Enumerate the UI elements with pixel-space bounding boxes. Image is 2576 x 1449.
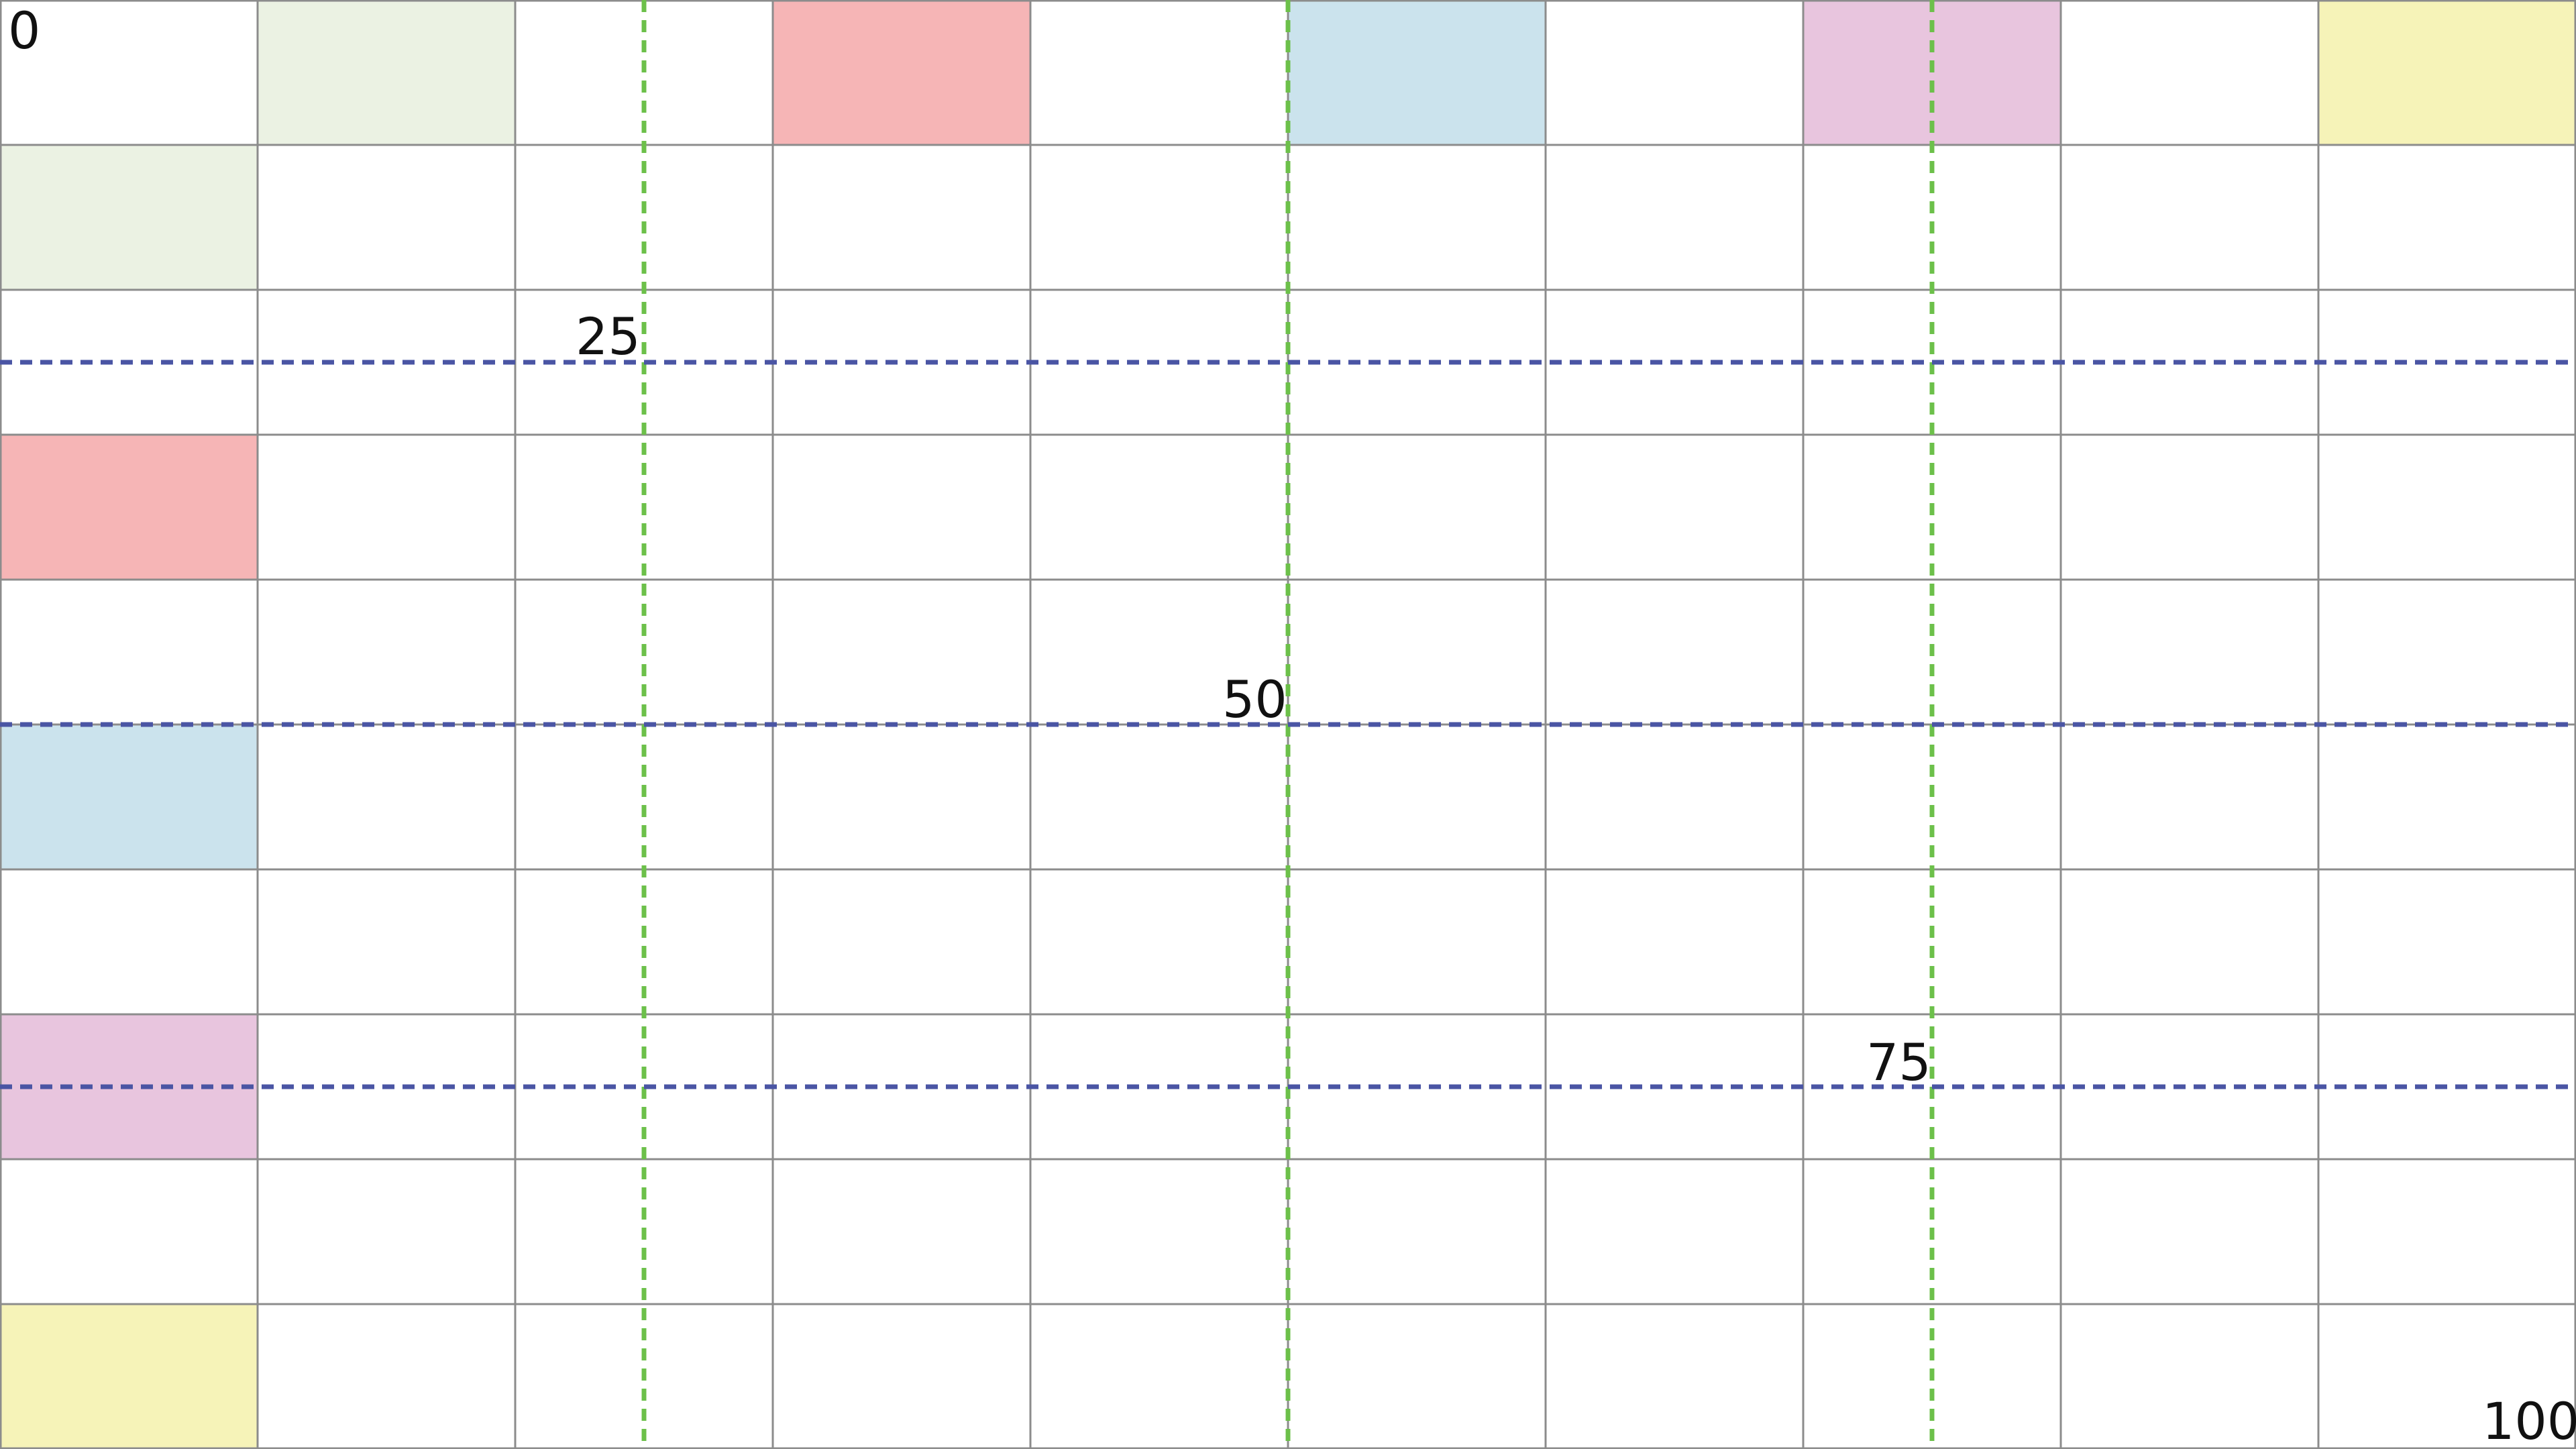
cell-green-r1-c0	[0, 145, 258, 290]
cell-red-r3-c0	[0, 435, 258, 580]
cell-red-r0-c3	[773, 0, 1030, 145]
scale-labels: 0 25 50 75 100	[8, 1, 2576, 1449]
label-quarter: 25	[576, 307, 641, 366]
cell-yellow-r9-c0	[0, 1304, 258, 1449]
label-origin: 0	[8, 1, 40, 60]
label-half: 50	[1222, 669, 1287, 729]
label-end: 100	[2482, 1391, 2576, 1449]
cell-yellow-r0-c9	[2318, 0, 2576, 145]
cell-blue-r5-c0	[0, 724, 258, 869]
cell-blue-r0-c5	[1288, 0, 1546, 145]
label-three-quarter: 75	[1866, 1032, 1931, 1092]
cell-green-r0-c1	[258, 0, 515, 145]
